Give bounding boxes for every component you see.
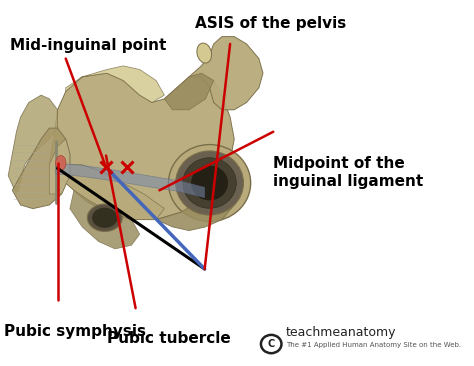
Text: Midpoint of the
inguinal ligament: Midpoint of the inguinal ligament — [273, 156, 423, 189]
Polygon shape — [156, 183, 238, 231]
Ellipse shape — [92, 208, 118, 228]
Ellipse shape — [191, 165, 228, 201]
Text: Mid-inguinal point: Mid-inguinal point — [10, 38, 167, 53]
Polygon shape — [49, 73, 234, 220]
Polygon shape — [189, 37, 263, 110]
Polygon shape — [164, 73, 214, 110]
Polygon shape — [57, 165, 164, 220]
Ellipse shape — [168, 145, 251, 221]
Text: C: C — [268, 339, 275, 349]
Polygon shape — [8, 95, 57, 194]
Polygon shape — [66, 66, 164, 102]
Polygon shape — [70, 190, 140, 249]
Polygon shape — [56, 163, 205, 198]
Polygon shape — [12, 128, 70, 209]
Text: The #1 Applied Human Anatomy Site on the Web.: The #1 Applied Human Anatomy Site on the… — [286, 342, 461, 348]
Ellipse shape — [183, 158, 236, 208]
Text: teachmeanatomy: teachmeanatomy — [286, 326, 396, 339]
Polygon shape — [49, 139, 70, 194]
Ellipse shape — [197, 43, 211, 63]
Text: Pubic symphysis: Pubic symphysis — [4, 324, 146, 339]
Ellipse shape — [55, 156, 66, 170]
Ellipse shape — [176, 151, 244, 215]
Text: Pubic tubercle: Pubic tubercle — [107, 331, 230, 346]
Text: ASIS of the pelvis: ASIS of the pelvis — [195, 16, 346, 31]
Ellipse shape — [87, 204, 122, 231]
